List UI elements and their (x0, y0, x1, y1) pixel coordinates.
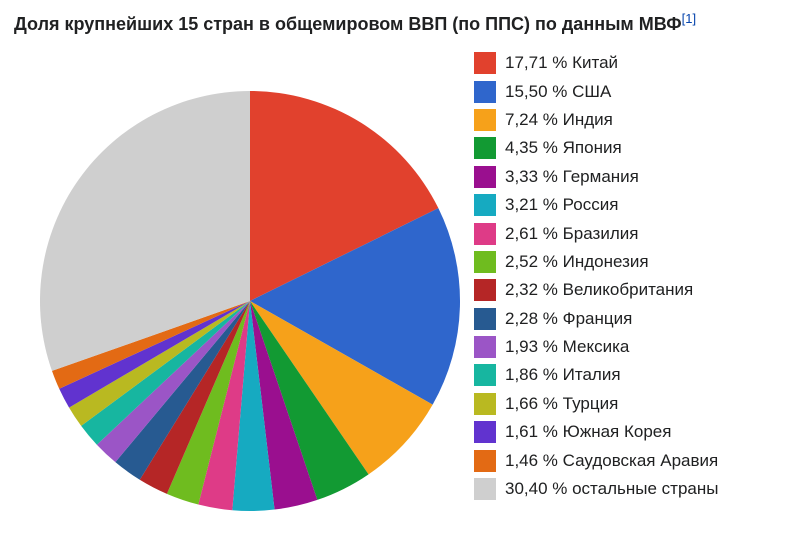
legend-label: 1,46 % Саудовская Аравия (505, 451, 718, 471)
legend-swatch (474, 81, 496, 103)
legend-label: 30,40 % остальные страны (505, 479, 718, 499)
legend-item: 15,50 % США (474, 77, 776, 105)
legend-label: 7,24 % Индия (505, 110, 613, 130)
legend-label: 2,52 % Индонезия (505, 252, 649, 272)
legend-item: 17,71 % Китай (474, 49, 776, 77)
legend: 17,71 % Китай 15,50 % США 7,24 % Индия 4,35… (474, 43, 776, 503)
legend-swatch (474, 364, 496, 386)
legend-swatch (474, 223, 496, 245)
legend-swatch (474, 251, 496, 273)
legend-swatch (474, 421, 496, 443)
legend-item: 3,21 % Россия (474, 191, 776, 219)
legend-item: 2,52 % Индонезия (474, 248, 776, 276)
pie-chart (14, 43, 474, 523)
legend-item: 1,46 % Саудовская Аравия (474, 446, 776, 474)
legend-swatch (474, 194, 496, 216)
chart-content: 17,71 % Китай 15,50 % США 7,24 % Индия 4,35… (14, 43, 776, 523)
legend-swatch (474, 52, 496, 74)
chart-title: Доля крупнейших 15 стран в общемировом В… (14, 10, 776, 35)
legend-item: 2,61 % Бразилия (474, 219, 776, 247)
legend-item: 30,40 % остальные страны (474, 475, 776, 503)
legend-item: 7,24 % Индия (474, 106, 776, 134)
chart-title-text: Доля крупнейших 15 стран в общемировом В… (14, 14, 682, 34)
legend-label: 2,28 % Франция (505, 309, 632, 329)
legend-swatch (474, 166, 496, 188)
legend-swatch (474, 393, 496, 415)
legend-item: 1,86 % Италия (474, 361, 776, 389)
legend-label: 1,66 % Турция (505, 394, 618, 414)
legend-item: 1,66 % Турция (474, 390, 776, 418)
legend-label: 2,61 % Бразилия (505, 224, 638, 244)
legend-swatch (474, 336, 496, 358)
legend-swatch (474, 279, 496, 301)
legend-item: 1,61 % Южная Корея (474, 418, 776, 446)
legend-label: 17,71 % Китай (505, 53, 618, 73)
legend-swatch (474, 478, 496, 500)
legend-label: 2,32 % Великобритания (505, 280, 693, 300)
citation-link[interactable]: [1] (682, 11, 696, 26)
legend-swatch (474, 308, 496, 330)
legend-label: 1,93 % Мексика (505, 337, 629, 357)
legend-item: 3,33 % Германия (474, 163, 776, 191)
legend-swatch (474, 137, 496, 159)
legend-label: 1,86 % Италия (505, 365, 621, 385)
legend-item: 2,32 % Великобритания (474, 276, 776, 304)
legend-label: 1,61 % Южная Корея (505, 422, 671, 442)
legend-label: 3,33 % Германия (505, 167, 639, 187)
legend-label: 3,21 % Россия (505, 195, 618, 215)
legend-item: 4,35 % Япония (474, 134, 776, 162)
legend-item: 2,28 % Франция (474, 305, 776, 333)
legend-label: 15,50 % США (505, 82, 611, 102)
legend-label: 4,35 % Япония (505, 138, 622, 158)
legend-item: 1,93 % Мексика (474, 333, 776, 361)
citation-sup: [1] (682, 10, 696, 27)
legend-swatch (474, 450, 496, 472)
legend-swatch (474, 109, 496, 131)
chart-container: Доля крупнейших 15 стран в общемировом В… (0, 0, 790, 543)
